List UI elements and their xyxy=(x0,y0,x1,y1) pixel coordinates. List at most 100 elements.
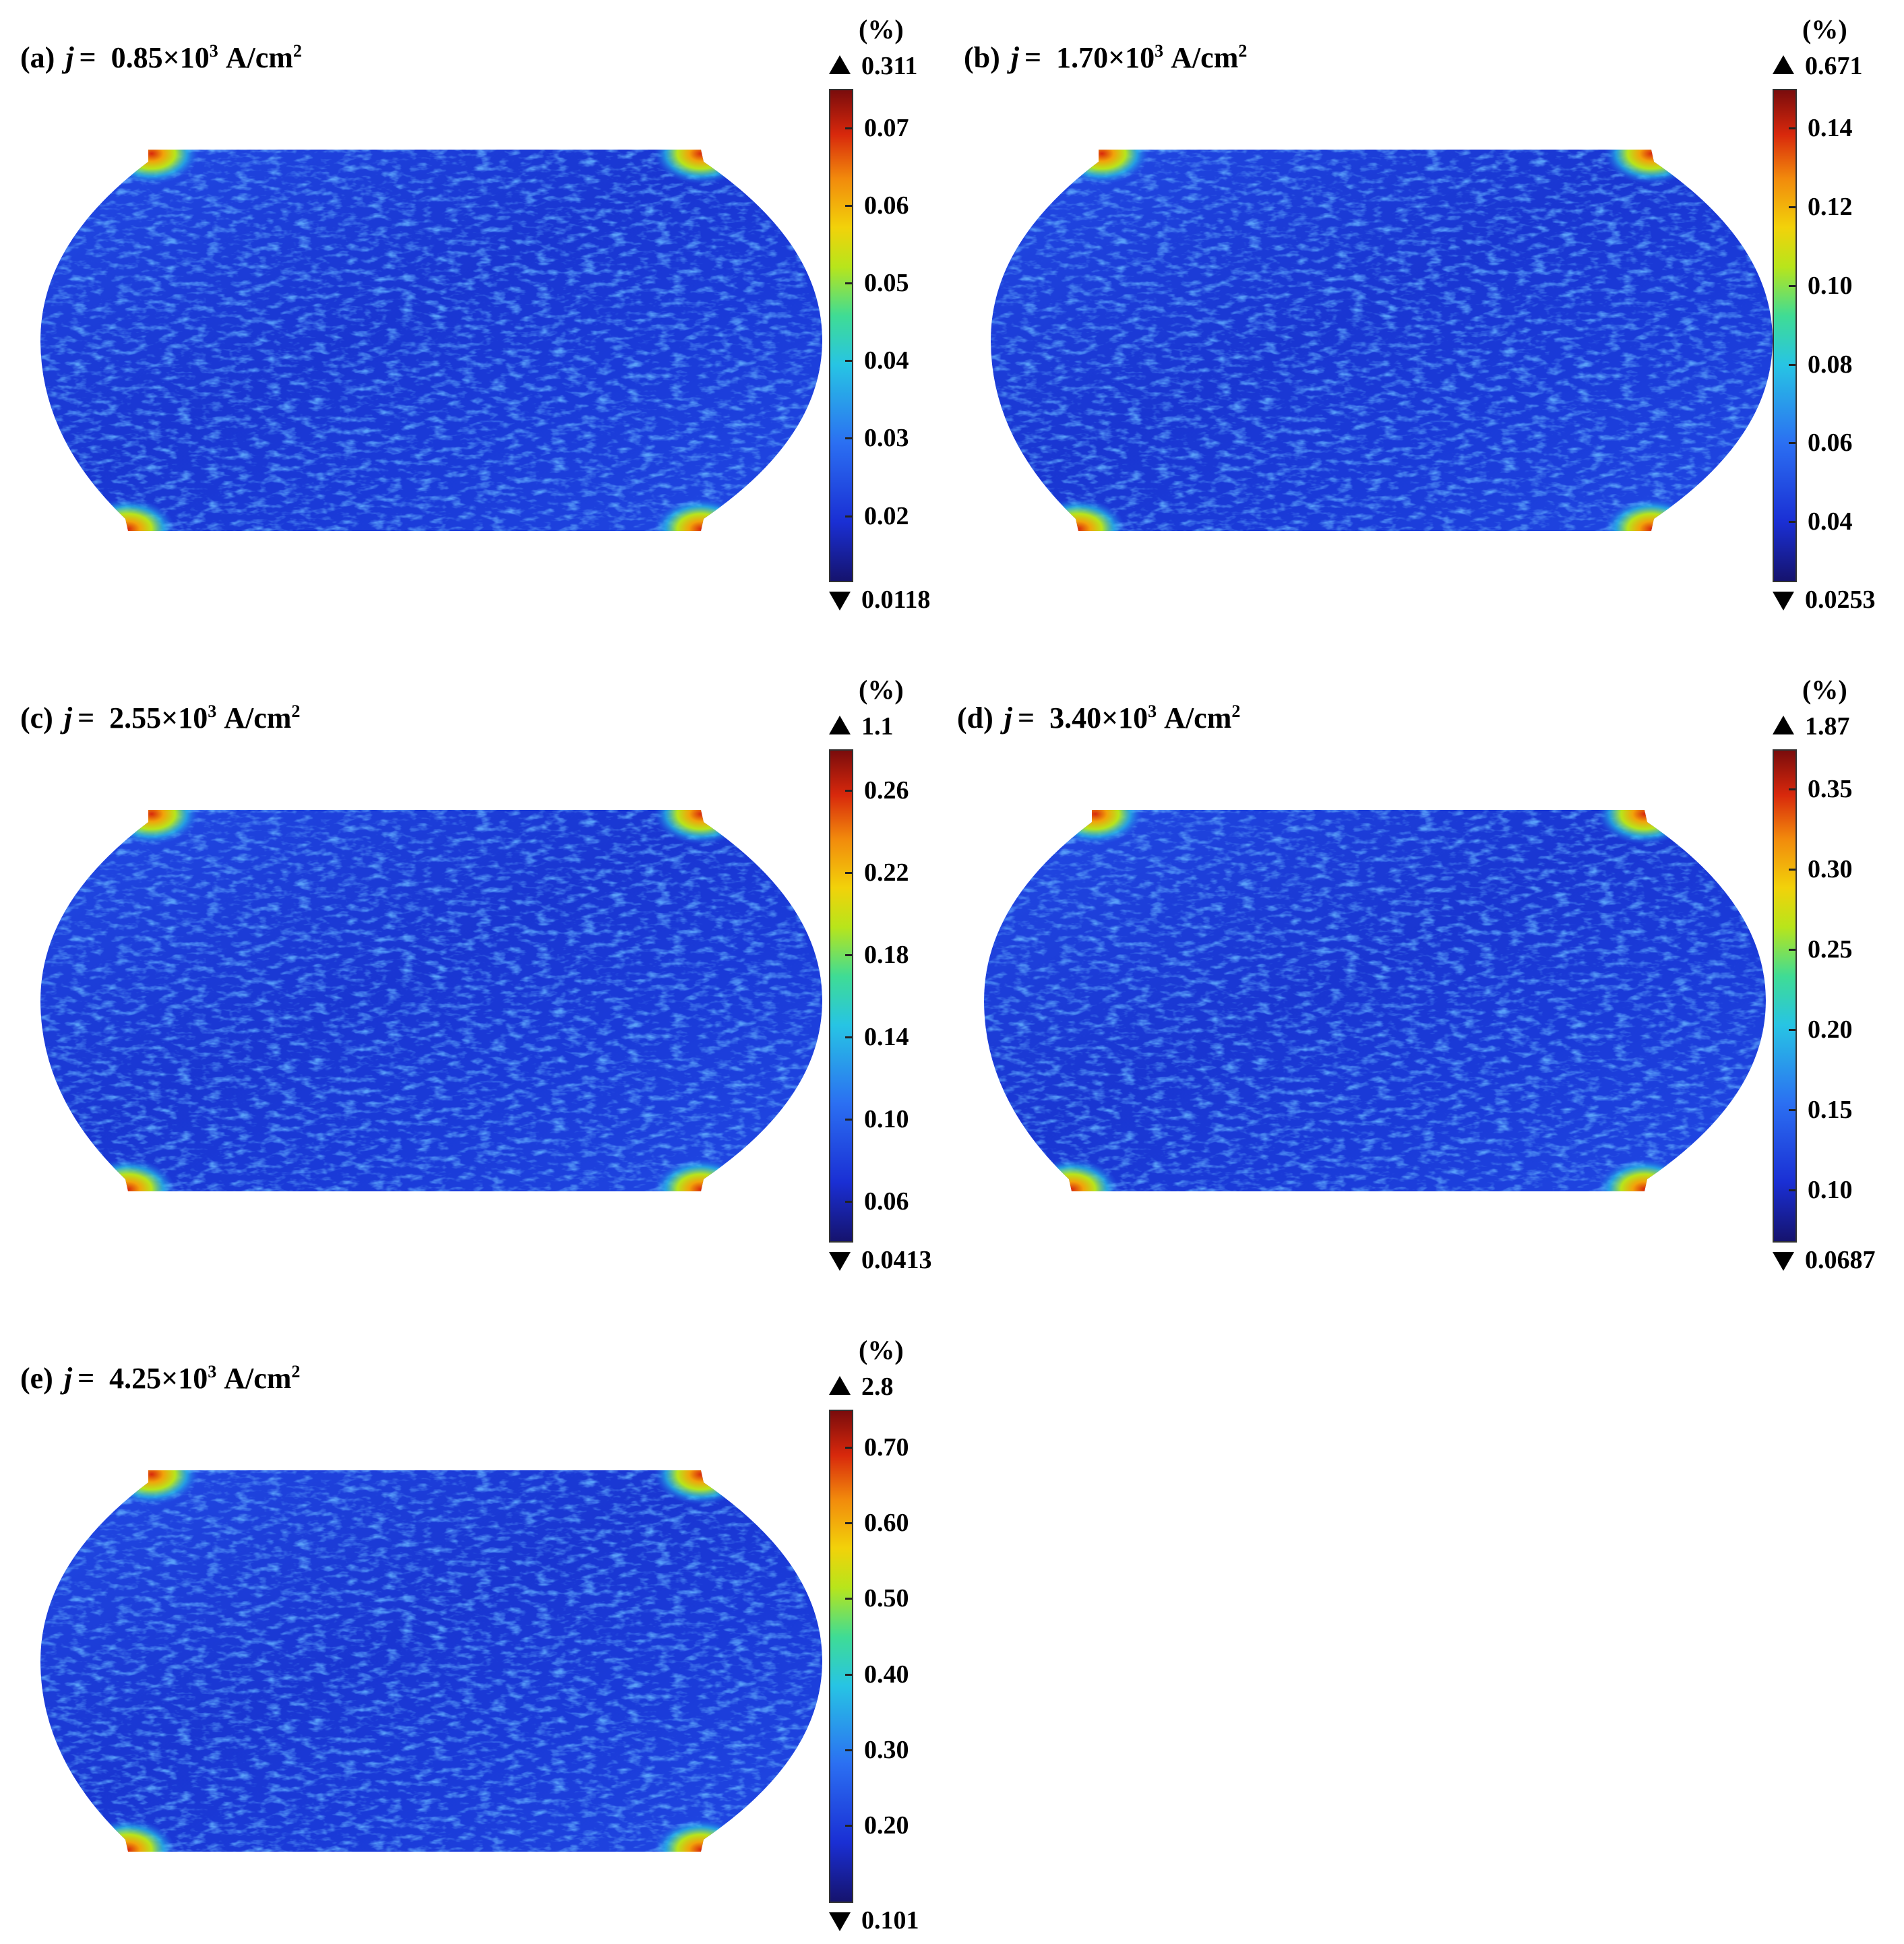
colorbar-tick-mark xyxy=(1789,206,1795,209)
current-density: 1.70×10 xyxy=(1056,41,1155,74)
equals: = xyxy=(1024,41,1042,74)
min-triangle-icon xyxy=(829,1912,851,1931)
colorbar-unit: (%) xyxy=(1802,14,1847,44)
symbol: j xyxy=(65,41,74,74)
colorbar-gradient xyxy=(1773,749,1797,1243)
field-texture xyxy=(40,810,822,1191)
colorbar-tick-mark xyxy=(1789,1108,1795,1111)
colorbar-unit: (%) xyxy=(859,14,904,44)
panel-title: (b) j = 1.70×103 A/cm2 xyxy=(964,40,1247,75)
colorbar-tick-mark xyxy=(845,789,852,792)
colorbar-tick-label: 0.14 xyxy=(864,1022,909,1051)
colorbar-tick-label: 0.10 xyxy=(864,1104,909,1133)
panel-e: (e) j = 4.25×103 A/cm2 (%) 2.8 0.70 0.60 0.5… xyxy=(20,1335,964,1941)
colorbar-max-label: 1.87 xyxy=(1805,712,1850,741)
equals: = xyxy=(78,1362,95,1395)
colorbar-unit: (%) xyxy=(1802,675,1847,705)
exponent: 3 xyxy=(1155,41,1164,61)
colorbar-tick-mark xyxy=(1789,869,1795,871)
strain-map xyxy=(40,1470,822,1852)
colorbar-tick-mark xyxy=(1789,284,1795,287)
strain-map xyxy=(40,150,822,531)
panel-label: (d) xyxy=(957,701,993,734)
exponent: 3 xyxy=(1148,701,1157,721)
colorbar-tick-label: 0.20 xyxy=(1808,1015,1853,1044)
colorbar-tick-label: 0.20 xyxy=(864,1811,909,1840)
colorbar-tick-label: 0.35 xyxy=(1808,775,1853,804)
colorbar-gradient xyxy=(1773,89,1797,582)
min-triangle-icon xyxy=(1773,592,1794,610)
panel-a: (a) j = 0.85×103 A/cm2 (%) 0.311 0.07 0.06 0… xyxy=(20,14,964,620)
max-triangle-icon xyxy=(1773,716,1794,734)
colorbar-tick-mark xyxy=(845,127,852,129)
colorbar-tick-label: 0.14 xyxy=(1808,114,1853,143)
symbol: j xyxy=(1004,701,1013,734)
colorbar-tick-mark xyxy=(845,953,852,956)
unit-base: A/cm xyxy=(1164,701,1232,734)
colorbar-gradient xyxy=(829,749,853,1243)
colorbar: (%) 1.87 0.35 0.30 0.25 0.20 0.15 0.10 0.0687 xyxy=(1773,674,1904,1280)
colorbar-min-label: 0.101 xyxy=(861,1906,919,1935)
colorbar-tick-label: 0.15 xyxy=(1808,1095,1853,1124)
unit-base: A/cm xyxy=(224,1362,292,1395)
colorbar-tick-mark xyxy=(845,1447,852,1449)
equals: = xyxy=(78,701,95,734)
colorbar-tick-label: 0.26 xyxy=(864,776,909,805)
colorbar-tick-label: 0.50 xyxy=(864,1584,909,1613)
current-density: 0.85×10 xyxy=(111,41,210,74)
exponent: 3 xyxy=(209,41,218,61)
field-texture xyxy=(991,150,1773,531)
colorbar-tick-label: 0.12 xyxy=(1808,193,1853,222)
colorbar-max-label: 1.1 xyxy=(861,712,894,741)
panel-label: (c) xyxy=(20,701,53,734)
unit-base: A/cm xyxy=(224,701,292,734)
colorbar-tick-mark xyxy=(845,515,852,518)
colorbar-tick-mark xyxy=(845,360,852,363)
panel-title: (e) j = 4.25×103 A/cm2 xyxy=(20,1361,300,1396)
min-triangle-icon xyxy=(829,1252,851,1271)
colorbar-tick-label: 0.22 xyxy=(864,858,909,887)
colorbar-tick-label: 0.18 xyxy=(864,940,909,969)
field-texture xyxy=(40,150,822,531)
colorbar-tick-label: 0.40 xyxy=(864,1660,909,1689)
colorbar-tick-mark xyxy=(845,1673,852,1676)
colorbar-tick-label: 0.06 xyxy=(1808,429,1853,458)
colorbar-tick-mark xyxy=(1789,949,1795,951)
unit-exponent: 2 xyxy=(291,701,301,721)
colorbar-tick-label: 0.06 xyxy=(864,191,909,220)
panel-title: (c) j = 2.55×103 A/cm2 xyxy=(20,701,300,735)
colorbar-gradient xyxy=(829,89,853,582)
equals: = xyxy=(1018,701,1035,734)
colorbar-tick-mark xyxy=(845,282,852,284)
colorbar-tick-label: 0.10 xyxy=(1808,1175,1853,1204)
colorbar-tick-mark xyxy=(1789,1189,1795,1191)
strain-map xyxy=(984,810,1766,1191)
unit-exponent: 2 xyxy=(293,41,302,61)
panel-d: (d) j = 3.40×103 A/cm2 (%) 1.87 0.35 0.30 0.… xyxy=(957,675,1901,1280)
panel-title: (d) j = 3.40×103 A/cm2 xyxy=(957,701,1240,735)
colorbar-tick-label: 0.30 xyxy=(864,1735,909,1764)
colorbar-tick-mark xyxy=(845,1824,852,1827)
colorbar-tick-label: 0.05 xyxy=(864,268,909,297)
colorbar-tick-mark xyxy=(1789,442,1795,445)
colorbar-min-label: 0.0413 xyxy=(861,1246,932,1274)
colorbar-tick-mark xyxy=(845,1598,852,1600)
colorbar-unit: (%) xyxy=(859,675,904,705)
strain-field xyxy=(40,150,822,531)
colorbar-tick-label: 0.04 xyxy=(1808,507,1853,536)
panel-label: (a) xyxy=(20,41,55,74)
strain-map xyxy=(40,810,822,1191)
colorbar: (%) 1.1 0.26 0.22 0.18 0.14 0.10 0.06 0.0413 xyxy=(829,674,964,1280)
colorbar-tick-label: 0.10 xyxy=(1808,271,1853,300)
unit-exponent: 2 xyxy=(1238,41,1248,61)
max-triangle-icon xyxy=(1773,55,1794,74)
colorbar-max-label: 0.671 xyxy=(1805,52,1863,80)
unit-base: A/cm xyxy=(1171,41,1239,74)
max-triangle-icon xyxy=(829,55,851,74)
colorbar-tick-mark xyxy=(845,1036,852,1038)
unit-base: A/cm xyxy=(225,41,293,74)
current-density: 2.55×10 xyxy=(109,701,208,734)
panel-label: (b) xyxy=(964,41,1000,74)
strain-field xyxy=(40,810,822,1191)
strain-field xyxy=(984,810,1766,1191)
